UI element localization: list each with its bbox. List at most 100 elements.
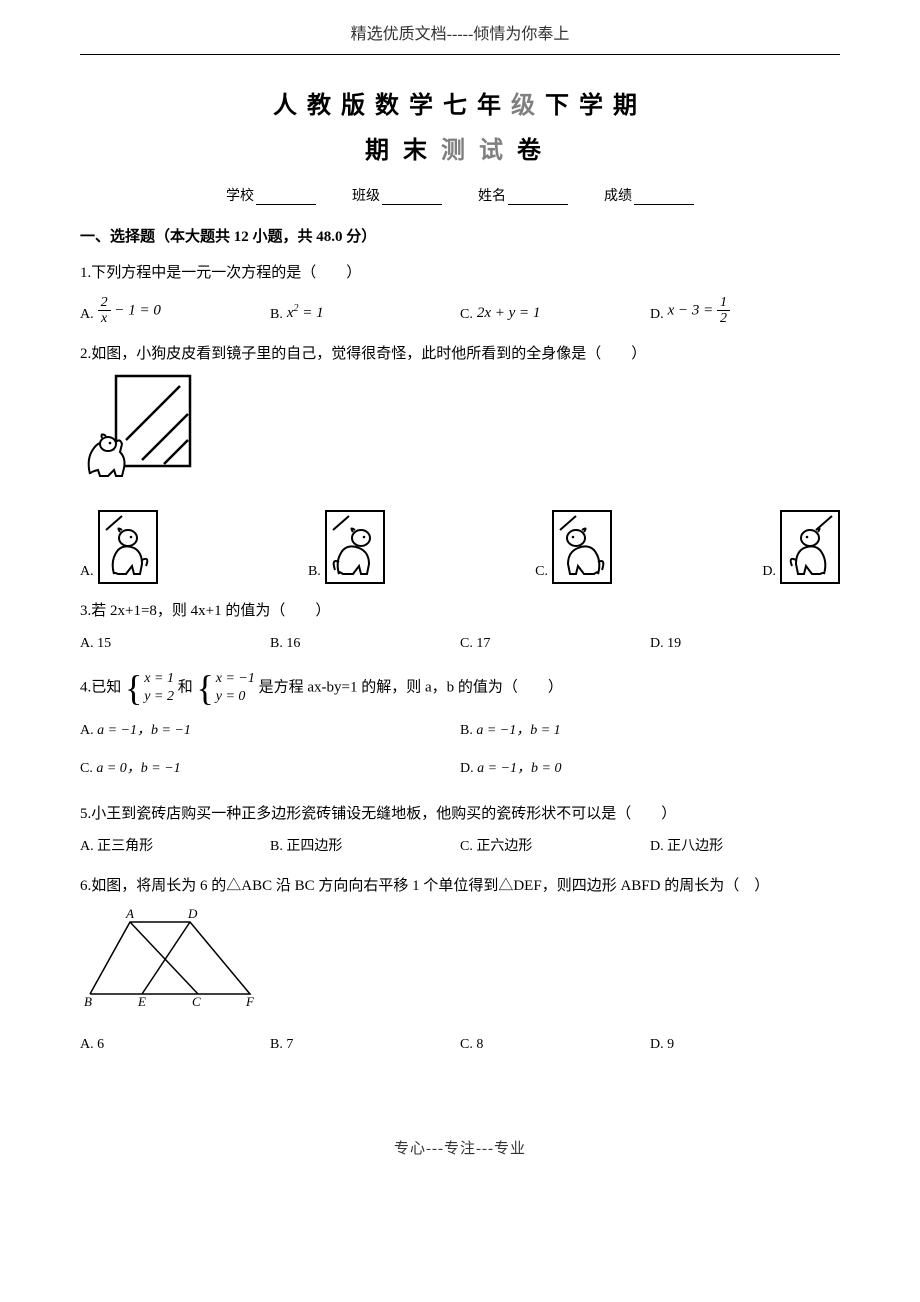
opt-label: C. — [80, 761, 93, 776]
blank — [256, 189, 316, 205]
header-rule — [80, 54, 840, 55]
q1-opt-b: B. x2 = 1 — [270, 295, 460, 327]
opt-label: B. — [460, 723, 473, 738]
doc-header: 精选优质文档-----倾情为你奉上 — [80, 20, 840, 48]
math-expr: a = −1，b = 1 — [476, 723, 560, 738]
q2-main-image — [80, 374, 200, 484]
eq-line: y = 2 — [144, 688, 174, 706]
section-1-heading: 一、选择题（本大题共 12 小题，共 48.0 分） — [80, 225, 840, 246]
q3-opt-d: D. 19 — [650, 631, 840, 656]
q5-opt-c: C. 正六边形 — [460, 834, 650, 859]
opt-label: C. — [535, 559, 548, 584]
page-footer: 专心---专注---专业 — [80, 1137, 840, 1158]
q5-opt-a: A. 正三角形 — [80, 834, 270, 859]
q4-opt-c: C. a = 0，b = −1 — [80, 750, 460, 787]
q5-opt-d: D. 正八边形 — [650, 834, 840, 859]
q5-opt-b: B. 正四边形 — [270, 834, 460, 859]
q3-stem: 3.若 2x+1=8，则 4x+1 的值为（ ） — [80, 598, 840, 625]
math-expr: a = −1，b = 0 — [477, 761, 561, 776]
eq-line: x = 1 — [144, 670, 174, 688]
meta-score-label: 成绩 — [604, 185, 632, 205]
q3-opt-a: A. 15 — [80, 631, 270, 656]
q1-opt-d: D. x − 3 = 12 — [650, 295, 840, 327]
blank — [634, 189, 694, 205]
opt-label: C. — [460, 302, 473, 327]
eq-line: x = −1 — [216, 670, 255, 688]
q1-opt-c: C. 2x + y = 1 — [460, 295, 650, 327]
meta-class: 班级 — [352, 185, 442, 205]
question-4: 4.已知 { x = 1y = 2 和 { x = −1y = 0 是方程 ax… — [80, 670, 840, 787]
q1-stem: 1.下列方程中是一元一次方程的是（ ） — [80, 260, 840, 287]
question-2: 2.如图，小狗皮皮看到镜子里的自己，觉得很奇怪，此时他所看到的全身像是（ ） A… — [80, 341, 840, 584]
q6-diagram: A D B E C F — [80, 908, 270, 1008]
q6-options: A. 6 B. 7 C. 8 D. 9 — [80, 1032, 840, 1057]
opt-label: D. — [762, 559, 776, 584]
title-line2: 期末测试卷 — [80, 130, 840, 165]
dog-icon — [552, 510, 612, 584]
q6-opt-b: B. 7 — [270, 1032, 460, 1057]
question-1: 1.下列方程中是一元一次方程的是（ ） A. 2x − 1 = 0 B. x2 … — [80, 260, 840, 327]
q6-opt-a: A. 6 — [80, 1032, 270, 1057]
q3-options: A. 15 B. 16 C. 17 D. 19 — [80, 631, 840, 656]
q3-opt-b: B. 16 — [270, 631, 460, 656]
system-1: { x = 1y = 2 — [125, 670, 174, 706]
vertex-label: C — [192, 994, 201, 1008]
opt-label: B. — [270, 302, 283, 327]
title-line1: 人教版数学七年级下学期 — [80, 85, 840, 120]
vertex-label: D — [187, 908, 198, 921]
opt-label: A. — [80, 559, 94, 584]
opt-label: D. — [650, 302, 664, 327]
math-expr: x2 = 1 — [287, 300, 324, 327]
opt-label: A. — [80, 723, 94, 738]
vertex-label: F — [245, 994, 255, 1008]
math-expr: 2x + y = 1 — [477, 300, 541, 327]
meta-score: 成绩 — [604, 185, 694, 205]
q3-opt-c: C. 17 — [460, 631, 650, 656]
eq-line: y = 0 — [216, 688, 255, 706]
question-3: 3.若 2x+1=8，则 4x+1 的值为（ ） A. 15 B. 16 C. … — [80, 598, 840, 656]
q6-stem: 6.如图，将周长为 6 的△ABC 沿 BC 方向向右平移 1 个单位得到△DE… — [80, 873, 840, 900]
math-expr: a = −1，b = −1 — [97, 723, 191, 738]
q2-opt-b: B. — [308, 510, 385, 584]
opt-label: A. — [80, 302, 94, 327]
vertex-label: A — [125, 908, 134, 921]
q4-opt-d: D. a = −1，b = 0 — [460, 750, 840, 787]
question-6: 6.如图，将周长为 6 的△ABC 沿 BC 方向向右平移 1 个单位得到△DE… — [80, 873, 840, 1057]
meta-class-label: 班级 — [352, 185, 380, 205]
vertex-label: B — [84, 994, 92, 1008]
q2-opt-a: A. — [80, 510, 158, 584]
math-expr: a = 0，b = −1 — [96, 761, 180, 776]
opt-label: D. — [460, 761, 474, 776]
q1-options: A. 2x − 1 = 0 B. x2 = 1 C. 2x + y = 1 D.… — [80, 295, 840, 327]
vertex-label: E — [137, 994, 146, 1008]
math-expr: 2x − 1 = 0 — [98, 295, 161, 327]
meta-school: 学校 — [226, 185, 316, 205]
q4-opt-b: B. a = −1，b = 1 — [460, 712, 840, 749]
dog-icon — [780, 510, 840, 584]
meta-school-label: 学校 — [226, 185, 254, 205]
q4-suffix: 是方程 ax-by=1 的解，则 a，b 的值为（ ） — [259, 680, 563, 696]
q5-stem: 5.小王到瓷砖店购买一种正多边形瓷砖铺设无缝地板，他购买的瓷砖形状不可以是（ ） — [80, 801, 840, 828]
q2-opt-c: C. — [535, 510, 612, 584]
q2-options: A. B. — [80, 510, 840, 584]
opt-label: B. — [308, 559, 321, 584]
system-2: { x = −1y = 0 — [196, 670, 254, 706]
q1-opt-a: A. 2x − 1 = 0 — [80, 295, 270, 327]
q4-stem: 4.已知 { x = 1y = 2 和 { x = −1y = 0 是方程 ax… — [80, 670, 840, 706]
q6-opt-c: C. 8 — [460, 1032, 650, 1057]
dog-icon — [98, 510, 158, 584]
q4-opt-a: A. a = −1，b = −1 — [80, 712, 460, 749]
meta-name: 姓名 — [478, 185, 568, 205]
q2-stem: 2.如图，小狗皮皮看到镜子里的自己，觉得很奇怪，此时他所看到的全身像是（ ） — [80, 341, 840, 368]
q4-prefix: 4.已知 — [80, 680, 121, 696]
q6-opt-d: D. 9 — [650, 1032, 840, 1057]
q4-and: 和 — [178, 680, 193, 696]
dog-icon — [325, 510, 385, 584]
meta-name-label: 姓名 — [478, 185, 506, 205]
blank — [382, 189, 442, 205]
question-5: 5.小王到瓷砖店购买一种正多边形瓷砖铺设无缝地板，他购买的瓷砖形状不可以是（ ）… — [80, 801, 840, 859]
q2-opt-d: D. — [762, 510, 840, 584]
math-expr: x − 3 = 12 — [668, 295, 730, 327]
q4-options: A. a = −1，b = −1 B. a = −1，b = 1 C. a = … — [80, 712, 840, 786]
q5-options: A. 正三角形 B. 正四边形 C. 正六边形 D. 正八边形 — [80, 834, 840, 859]
